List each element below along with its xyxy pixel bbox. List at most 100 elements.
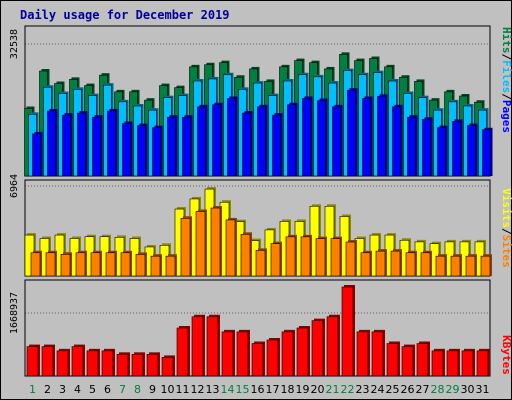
- legend-1: Visits/Sites: [500, 188, 512, 268]
- x-tick-label-21: 21: [326, 383, 340, 396]
- bar-sites-24: [375, 250, 386, 277]
- bar-sites-3: [60, 253, 71, 277]
- legend-pages: Pages: [500, 100, 512, 133]
- x-tick-label-2: 2: [44, 383, 51, 396]
- x-tick-label-31: 31: [476, 383, 490, 396]
- bar-sites-14: [225, 219, 236, 277]
- legend-visits: Visits: [500, 188, 512, 228]
- bar-pages-12: [197, 106, 206, 177]
- bar-sites-22: [345, 241, 356, 277]
- x-tick-label-12: 12: [191, 383, 205, 396]
- bar-kbytes-7: [116, 354, 129, 377]
- bar-kbytes-12: [191, 316, 204, 377]
- x-tick-label-7: 7: [119, 383, 126, 396]
- bar-pages-16: [257, 106, 266, 177]
- bar-pages-2: [47, 110, 56, 177]
- bar-sites-29: [450, 255, 461, 277]
- bar-pages-13: [212, 104, 221, 177]
- x-tick-label-22: 22: [341, 383, 355, 396]
- bar-kbytes-28: [431, 350, 444, 377]
- bar-pages-10: [167, 116, 176, 177]
- x-tick-label-27: 27: [416, 383, 430, 396]
- bar-kbytes-5: [86, 350, 99, 377]
- bar-kbytes-31: [476, 350, 489, 377]
- bar-pages-31: [482, 129, 491, 177]
- legend-files: Files: [500, 60, 512, 93]
- bar-pages-30: [467, 125, 476, 177]
- bar-sites-7: [120, 252, 131, 277]
- bar-sites-6: [105, 252, 116, 277]
- bar-sites-28: [435, 255, 446, 277]
- bar-kbytes-2: [41, 346, 54, 377]
- bar-sites-16: [255, 250, 266, 277]
- x-tick-label-28: 28: [431, 383, 445, 396]
- legend-kbytes: KBytes: [500, 335, 512, 375]
- bar-pages-17: [272, 114, 281, 177]
- x-tick-label-16: 16: [251, 383, 265, 396]
- bar-pages-25: [392, 106, 401, 177]
- bar-kbytes-4: [71, 346, 84, 377]
- bar-kbytes-13: [206, 316, 219, 377]
- bar-pages-23: [362, 98, 371, 177]
- legend-separator: /: [500, 228, 512, 235]
- bar-kbytes-1: [26, 346, 39, 377]
- bar-kbytes-9: [146, 354, 159, 377]
- bar-sites-25: [390, 250, 401, 277]
- bar-pages-14: [227, 98, 236, 177]
- x-tick-label-26: 26: [401, 383, 415, 396]
- x-tick-label-18: 18: [281, 383, 295, 396]
- bar-pages-7: [122, 123, 131, 177]
- bar-sites-11: [180, 217, 191, 277]
- bar-sites-2: [45, 252, 56, 277]
- x-tick-label-23: 23: [356, 383, 370, 396]
- bar-kbytes-16: [251, 343, 264, 377]
- bar-pages-1: [32, 133, 41, 177]
- bar-pages-26: [407, 116, 416, 177]
- bar-kbytes-19: [296, 327, 309, 377]
- bar-sites-23: [360, 252, 371, 277]
- x-tick-label-10: 10: [161, 383, 175, 396]
- x-tick-label-11: 11: [176, 383, 190, 396]
- legend-hits: Hits: [500, 27, 512, 54]
- bar-kbytes-11: [176, 327, 189, 377]
- bar-pages-6: [107, 110, 116, 177]
- bar-sites-4: [75, 252, 86, 277]
- bar-pages-28: [437, 127, 446, 177]
- bar-kbytes-17: [266, 339, 279, 377]
- bar-pages-21: [332, 106, 341, 177]
- bar-kbytes-20: [311, 320, 324, 377]
- bar-sites-30: [465, 255, 476, 277]
- x-tick-label-8: 8: [134, 383, 141, 396]
- bar-sites-21: [330, 238, 341, 277]
- x-tick-label-17: 17: [266, 383, 280, 396]
- y-tick-label: 32538: [9, 29, 20, 59]
- bar-sites-1: [30, 252, 41, 277]
- x-tick-label-9: 9: [149, 383, 156, 396]
- x-tick-label-6: 6: [104, 383, 111, 396]
- bar-kbytes-18: [281, 331, 294, 377]
- bar-kbytes-22: [341, 286, 354, 377]
- bar-kbytes-24: [371, 331, 384, 377]
- bar-pages-20: [317, 100, 326, 177]
- bar-sites-10: [165, 255, 176, 277]
- x-tick-label-15: 15: [236, 383, 250, 396]
- bar-pages-15: [242, 112, 251, 177]
- x-tick-label-4: 4: [74, 383, 81, 396]
- x-tick-label-24: 24: [371, 383, 385, 396]
- bar-pages-11: [182, 116, 191, 177]
- bar-pages-24: [377, 96, 386, 177]
- bar-kbytes-23: [356, 331, 369, 377]
- legend-2: KBytes: [500, 335, 512, 375]
- bar-sites-20: [315, 238, 326, 277]
- bar-sites-19: [300, 236, 311, 277]
- bar-sites-13: [210, 207, 221, 277]
- bar-sites-15: [240, 234, 251, 277]
- bar-sites-8: [135, 254, 146, 277]
- x-tick-label-5: 5: [89, 383, 96, 396]
- bar-kbytes-27: [416, 343, 429, 377]
- bar-sites-26: [405, 252, 416, 277]
- bar-kbytes-8: [131, 354, 144, 377]
- bar-kbytes-15: [236, 331, 249, 377]
- legend-0: Hits/Files/Pages: [500, 27, 512, 133]
